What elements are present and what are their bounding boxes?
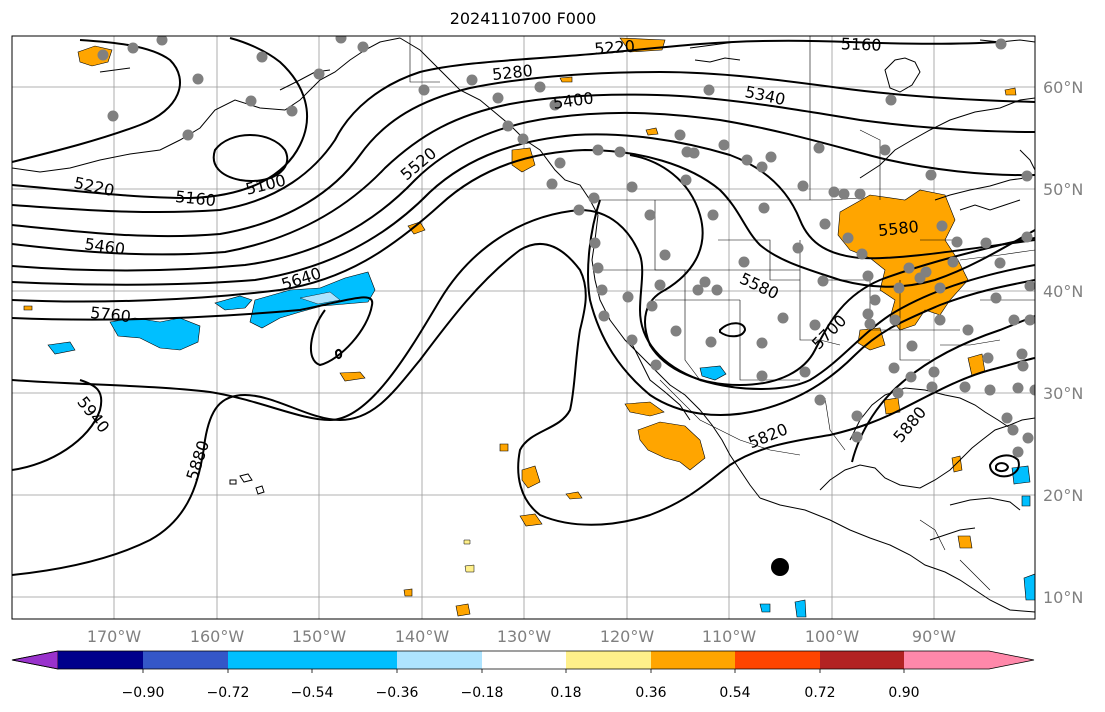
colorbar-segment — [735, 651, 820, 669]
lon-label-140w: 140°W — [395, 627, 450, 646]
contour-label: 5280 — [491, 61, 533, 84]
light-negative-areas — [299, 291, 341, 305]
colorbar-tick-label: −0.90 — [122, 685, 165, 701]
map-frame — [11, 35, 1036, 620]
contour-label: 5160 — [174, 187, 216, 210]
colorbar-segment — [820, 651, 904, 669]
colorbar-tick-label: −0.72 — [207, 685, 250, 701]
colorbar-tick-label: −0.36 — [376, 685, 419, 701]
lat-label-30n: 30°N — [1043, 384, 1083, 403]
colorbar-tick-label: −0.18 — [461, 685, 504, 701]
lon-label-160w: 160°W — [190, 627, 245, 646]
lon-label-130w: 130°W — [497, 627, 552, 646]
colorbar-outline — [11, 650, 1035, 670]
height-contours — [12, 37, 1035, 576]
colorbar-segment — [482, 651, 566, 669]
lon-label-150w: 150°W — [292, 627, 347, 646]
colorbar-segment-right-extension — [904, 651, 1034, 669]
marker-dot — [771, 558, 789, 576]
lon-label-170w: 170°W — [87, 627, 142, 646]
colorbar-segment — [651, 651, 735, 669]
contour-label: 5160 — [841, 34, 882, 54]
colorbar-segment — [312, 651, 397, 669]
colorbar-segment — [143, 651, 228, 669]
colorbar-segment — [58, 651, 143, 669]
lat-label-60n: 60°N — [1043, 78, 1083, 97]
political-borders — [409, 36, 1035, 591]
colorbar-tick-label: −0.54 — [291, 685, 334, 701]
positive-anomaly-areas — [23, 37, 1017, 617]
map-title: 2024110700 F000 — [449, 9, 597, 28]
latitude-labels: 60°N 50°N 40°N 30°N 20°N 10°N — [1043, 78, 1083, 607]
contour-label: 5580 — [877, 217, 919, 240]
lon-label-120w: 120°W — [600, 627, 655, 646]
contour-label: 5220 — [594, 37, 636, 59]
weak-positive-areas — [463, 539, 475, 573]
lon-label-100w: 100°W — [805, 627, 860, 646]
lat-label-50n: 50°N — [1043, 180, 1083, 199]
contour-label: 5760 — [89, 303, 131, 326]
colorbar-tick-label: 0.72 — [804, 685, 835, 701]
colorbar-ticks — [142, 669, 905, 673]
colorbar-tick-label: 0.90 — [888, 685, 919, 701]
colorbar-segment — [228, 651, 312, 669]
lon-label-110w: 110°W — [702, 627, 757, 646]
colorbar-segment-left-extension — [11, 650, 59, 670]
lat-label-20n: 20°N — [1043, 486, 1083, 505]
colorbar-segment — [397, 651, 482, 669]
longitude-labels: 170°W 160°W 150°W 140°W 130°W 120°W 110°… — [87, 627, 956, 646]
colorbar-segment — [566, 651, 651, 669]
lat-label-40n: 40°N — [1043, 282, 1083, 301]
colorbar-tick-label: 0.54 — [719, 685, 750, 701]
colorbar: −0.90 −0.72 −0.54 −0.36 −0.18 0.18 0.36 … — [11, 650, 1035, 701]
lon-label-90w: 90°W — [912, 627, 956, 646]
lat-label-10n: 10°N — [1043, 588, 1083, 607]
colorbar-tick-label: 0.18 — [550, 685, 581, 701]
observation-dots — [97, 36, 1035, 458]
colorbar-tick-label: 0.36 — [635, 685, 666, 701]
